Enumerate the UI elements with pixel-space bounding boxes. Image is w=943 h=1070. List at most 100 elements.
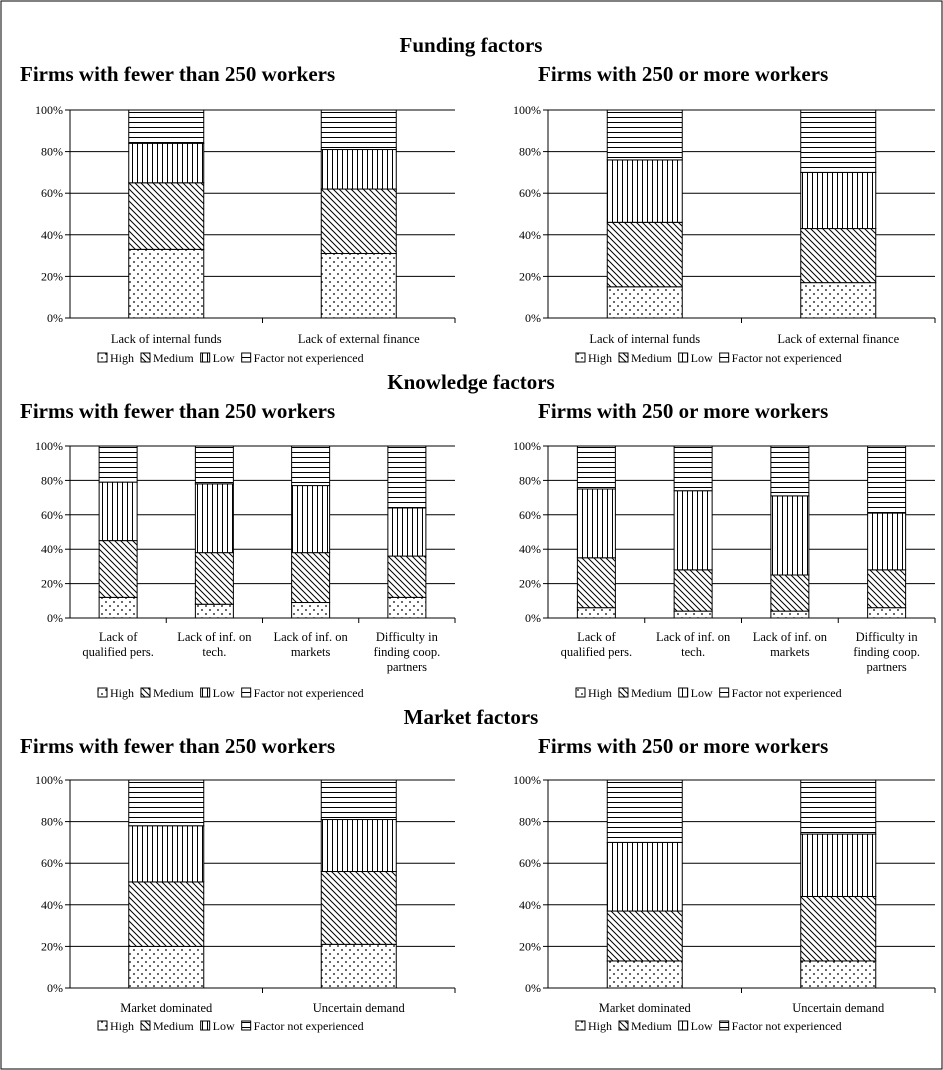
y-tick-label: 40%	[519, 228, 541, 242]
y-tick-label: 60%	[519, 508, 541, 522]
bar-segment-not-experienced	[673, 445, 713, 492]
category-label-line: Lack of inf. on	[177, 630, 252, 644]
legend-swatch-high	[97, 352, 108, 363]
bar-segment-low	[320, 149, 397, 190]
legend-swatch-high	[575, 1020, 586, 1031]
y-tick-label: 100%	[35, 103, 63, 117]
category-label-line: Lack of inf. on	[656, 630, 731, 644]
bar-segment-medium	[606, 221, 683, 288]
y-tick-label: 0%	[47, 311, 63, 325]
bar-segment-low	[606, 841, 683, 912]
legend-swatch-not-experienced	[719, 687, 730, 698]
category-label-line: finding coop.	[374, 645, 441, 659]
panel-title-funding-large: Firms with 250 or more workers	[538, 62, 828, 86]
category-label-line: partners	[387, 660, 427, 674]
legend-swatch-high	[97, 1020, 108, 1031]
y-tick-label: 40%	[41, 542, 63, 556]
y-tick-label: 60%	[41, 508, 63, 522]
bar-segment-high	[194, 603, 234, 619]
legend-swatch-low	[200, 1020, 211, 1031]
legend-swatch-low	[678, 687, 689, 698]
legend: High Medium Low Factor not experienced	[575, 686, 842, 700]
legend-label-high: High	[588, 1019, 612, 1033]
category-label-line: markets	[770, 645, 810, 659]
legend-label-low: Low	[213, 351, 235, 365]
y-tick-label: 20%	[41, 577, 63, 591]
panel-title-market-small: Firms with fewer than 250 workers	[20, 734, 335, 758]
bar-segment-medium	[194, 552, 234, 605]
bar-segment-high	[867, 607, 907, 619]
category-label-line: Difficulty in	[856, 630, 919, 644]
legend-swatch-not-experienced	[241, 1020, 252, 1031]
legend-swatch-medium	[140, 352, 151, 363]
category-label-line: Market dominated	[120, 1001, 213, 1015]
bar-segment-medium	[128, 881, 205, 947]
y-tick-label: 0%	[47, 611, 63, 625]
bar-segment-low	[867, 512, 907, 571]
category-label: Lack of inf. on tech.	[177, 630, 252, 659]
bar-segment-not-experienced	[320, 779, 397, 821]
legend: High Medium Low Factor not experienced	[97, 351, 364, 365]
section-title-knowledge: Knowledge factors	[387, 370, 554, 394]
y-tick-label: 100%	[35, 439, 63, 453]
category-label-line: Market dominated	[599, 1001, 692, 1015]
bar-segment-low	[128, 825, 205, 883]
legend-label-medium: Medium	[153, 686, 194, 700]
category-label-line: Lack of external finance	[298, 332, 420, 346]
bar-segment-high	[128, 945, 205, 989]
bar-segment-not-experienced	[387, 445, 427, 509]
y-tick-label: 100%	[513, 103, 541, 117]
bar-segment-not-experienced	[867, 445, 907, 514]
y-tick-label: 20%	[519, 269, 541, 283]
legend: High Medium Low Factor not experienced	[97, 686, 364, 700]
bar-segment-high	[800, 960, 877, 989]
legend-swatch-low	[678, 1020, 689, 1031]
y-tick-label: 80%	[41, 815, 63, 829]
y-tick-label: 60%	[41, 186, 63, 200]
bar-segment-medium	[800, 895, 877, 962]
legend-swatch-medium	[618, 1020, 629, 1031]
bar-segment-high	[128, 248, 205, 319]
bar-segment-medium	[291, 552, 331, 604]
bar-segment-low	[387, 507, 427, 557]
category-label-line: Lack of inf. on	[273, 630, 348, 644]
bar-segment-not-experienced	[606, 109, 683, 161]
legend-swatch-high	[575, 352, 586, 363]
category-label: Lack of qualified pers.	[82, 630, 154, 659]
legend-label-low: Low	[213, 1019, 235, 1033]
legend-label-medium: Medium	[153, 351, 194, 365]
bar-segment-low	[576, 488, 616, 559]
bar-segment-not-experienced	[320, 109, 397, 151]
bar-segment-medium	[320, 871, 397, 945]
bar-segment-medium	[606, 910, 683, 962]
category-label: Market dominated	[120, 1001, 213, 1015]
chart-2: 0% 20% 40% 60% 80% 100% Lack of qualified pers.…	[35, 439, 456, 700]
y-tick-label: 40%	[519, 542, 541, 556]
y-tick-label: 40%	[41, 228, 63, 242]
bar-segment-medium	[800, 228, 877, 284]
category-label: Lack of inf. on markets	[273, 630, 348, 659]
y-tick-label: 20%	[519, 939, 541, 953]
legend-label-low: Low	[213, 686, 235, 700]
bar-segment-medium	[320, 188, 397, 255]
category-label-line: finding coop.	[853, 645, 920, 659]
legend-label-not-experienced: Factor not experienced	[254, 686, 364, 700]
legend-label-medium: Medium	[631, 1019, 672, 1033]
bar-segment-not-experienced	[194, 445, 234, 485]
category-label-line: Difficulty in	[376, 630, 439, 644]
category-label: Lack of inf. on tech.	[656, 630, 731, 659]
category-label: Lack of external finance	[298, 332, 420, 346]
legend-swatch-low	[200, 352, 211, 363]
legend-swatch-high	[97, 687, 108, 698]
bar-segment-low	[673, 490, 713, 571]
category-label-line: Lack of	[99, 630, 138, 644]
y-tick-label: 60%	[41, 856, 63, 870]
y-tick-label: 40%	[519, 898, 541, 912]
bar-segment-medium	[576, 557, 616, 609]
chart-3: 0% 20% 40% 60% 80% 100% Lack of qualified pers.…	[513, 439, 936, 700]
bar-segment-not-experienced	[128, 779, 205, 827]
bar-segment-high	[673, 610, 713, 619]
bar-segment-low	[800, 171, 877, 230]
legend-label-high: High	[588, 686, 612, 700]
